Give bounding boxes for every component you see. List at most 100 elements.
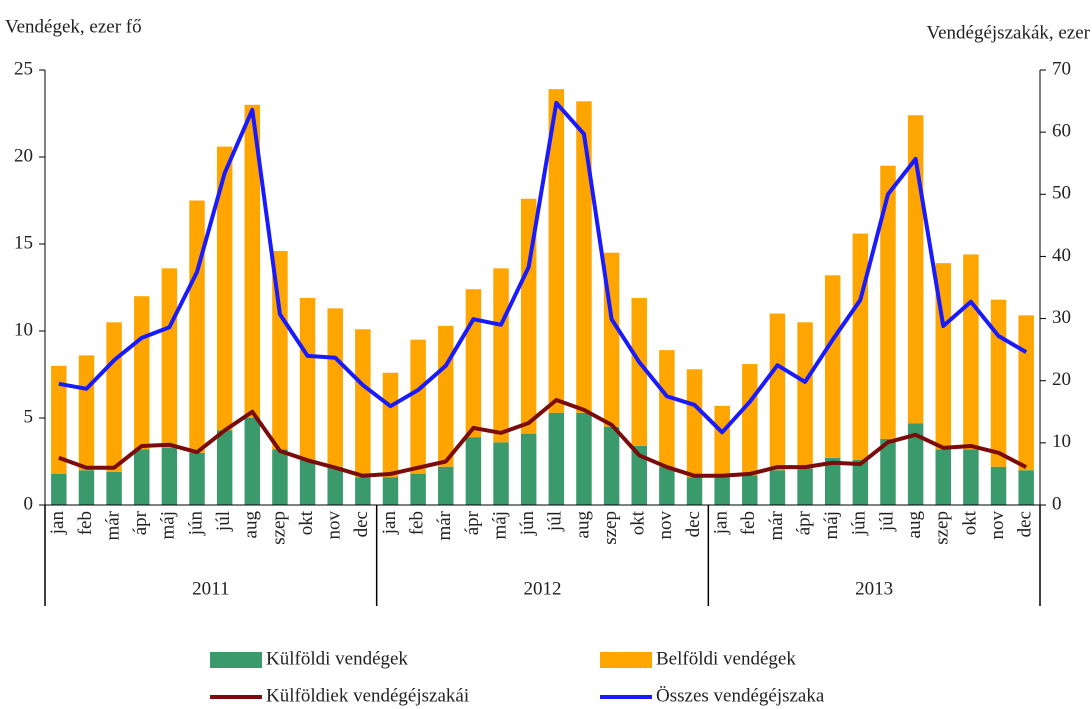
bar bbox=[797, 322, 813, 469]
bar bbox=[133, 296, 150, 450]
bar bbox=[133, 449, 150, 505]
bar bbox=[880, 165, 896, 439]
bar bbox=[548, 412, 565, 505]
bar bbox=[824, 275, 841, 459]
y2-tick-label: 40 bbox=[1052, 245, 1071, 266]
bar bbox=[990, 466, 1007, 505]
legend-label: Belföldi vendégek bbox=[656, 648, 796, 669]
bar bbox=[410, 473, 426, 505]
x-tick-label: jan bbox=[711, 511, 732, 536]
bar bbox=[161, 447, 178, 505]
bar bbox=[244, 104, 261, 419]
bar bbox=[493, 442, 509, 505]
y2-tick-label: 30 bbox=[1052, 307, 1071, 328]
bar bbox=[244, 418, 261, 505]
x-tick-label: szep bbox=[600, 511, 621, 545]
x-tick-label: szep bbox=[268, 511, 289, 545]
bar bbox=[880, 438, 896, 505]
x-tick-label: okt bbox=[628, 510, 649, 535]
bar bbox=[769, 470, 786, 505]
x-tick-label: okt bbox=[959, 510, 980, 535]
x-tick-label: júl bbox=[213, 511, 234, 532]
bar bbox=[272, 449, 288, 505]
bar bbox=[686, 369, 703, 478]
x-tick-label: már bbox=[766, 510, 787, 540]
bar bbox=[216, 146, 233, 431]
y2-axis-title: Vendégéjszakák, ezer bbox=[926, 22, 1090, 43]
bar bbox=[576, 412, 592, 505]
bar bbox=[51, 365, 67, 474]
x-tick-label: okt bbox=[296, 510, 317, 535]
x-tick-label: aug bbox=[904, 511, 925, 539]
bar bbox=[631, 445, 647, 505]
bar bbox=[907, 423, 924, 505]
bar bbox=[106, 322, 122, 472]
bar bbox=[493, 268, 509, 443]
bar bbox=[714, 475, 730, 505]
x-tick-label: nov bbox=[324, 511, 345, 540]
y-tick-label: 20 bbox=[14, 145, 33, 166]
bar bbox=[465, 437, 482, 505]
bar bbox=[78, 470, 95, 505]
y-tick-label: 10 bbox=[14, 319, 33, 340]
bar bbox=[1018, 470, 1034, 505]
bar bbox=[216, 430, 233, 505]
x-tick-label: ápr bbox=[462, 510, 483, 535]
x-tick-label: júl bbox=[545, 511, 566, 532]
bar bbox=[78, 355, 95, 471]
bar bbox=[161, 268, 178, 448]
x-tick-label: feb bbox=[75, 511, 96, 535]
y2-tick-label: 20 bbox=[1052, 369, 1071, 390]
bar bbox=[382, 372, 399, 478]
bar bbox=[852, 233, 869, 460]
bar bbox=[189, 200, 205, 453]
group-label: 2013 bbox=[855, 578, 893, 599]
x-tick-label: dec bbox=[1015, 511, 1036, 537]
bar bbox=[631, 297, 647, 446]
bar bbox=[410, 339, 426, 474]
x-tick-label: jún bbox=[849, 511, 870, 537]
bar bbox=[106, 471, 122, 505]
bar bbox=[465, 289, 482, 438]
x-tick-label: feb bbox=[406, 511, 427, 535]
x-tick-label: júl bbox=[876, 511, 897, 532]
x-tick-label: jún bbox=[185, 511, 206, 537]
bar bbox=[576, 101, 592, 413]
bar bbox=[272, 250, 288, 450]
bar bbox=[659, 350, 675, 467]
bar bbox=[438, 466, 454, 505]
bar bbox=[327, 466, 343, 505]
line bbox=[58, 397, 1028, 478]
y-tick-label: 0 bbox=[24, 493, 34, 514]
bar bbox=[797, 468, 813, 505]
x-tick-label: jún bbox=[517, 511, 538, 537]
y2-tick-label: 60 bbox=[1052, 121, 1071, 142]
bar bbox=[299, 297, 316, 460]
legend-label: Külföldiek vendégéjszakái bbox=[266, 685, 469, 706]
x-tick-label: nov bbox=[987, 511, 1008, 540]
legend-swatch bbox=[600, 652, 652, 668]
bar bbox=[548, 89, 565, 413]
y2-tick-label: 10 bbox=[1052, 431, 1071, 452]
bar bbox=[327, 308, 343, 467]
x-tick-label: ápr bbox=[793, 510, 814, 535]
bar bbox=[990, 299, 1007, 467]
y-tick-label: 5 bbox=[24, 406, 34, 427]
x-tick-label: már bbox=[102, 510, 123, 540]
x-tick-label: dec bbox=[351, 511, 372, 537]
bar bbox=[824, 458, 841, 505]
x-tick-label: jan bbox=[379, 511, 400, 536]
x-tick-label: feb bbox=[738, 511, 759, 535]
group-label: 2011 bbox=[192, 578, 229, 599]
bar bbox=[686, 477, 703, 505]
bar bbox=[852, 459, 869, 505]
bar bbox=[438, 325, 454, 467]
bar bbox=[742, 475, 758, 505]
x-tick-label: nov bbox=[655, 511, 676, 540]
bar bbox=[382, 477, 399, 505]
x-tick-label: máj bbox=[158, 511, 179, 540]
y2-tick-label: 70 bbox=[1052, 58, 1071, 79]
group-label: 2012 bbox=[524, 578, 562, 599]
bar bbox=[935, 449, 952, 505]
